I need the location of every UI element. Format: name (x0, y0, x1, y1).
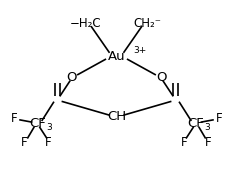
Text: O: O (66, 71, 77, 84)
Text: CF: CF (187, 117, 204, 130)
Text: F: F (205, 136, 212, 149)
Text: CH: CH (107, 110, 126, 123)
Text: Au: Au (108, 50, 125, 62)
Text: O: O (156, 71, 167, 84)
Text: 3: 3 (204, 123, 210, 132)
Text: 3: 3 (46, 123, 52, 132)
Text: −H₂C: −H₂C (69, 17, 101, 30)
Text: F: F (10, 112, 17, 125)
Text: F: F (21, 136, 28, 149)
Text: CF: CF (29, 117, 46, 130)
Text: F: F (45, 136, 52, 149)
Text: F: F (216, 112, 223, 125)
Text: F: F (181, 136, 188, 149)
Text: 3+: 3+ (133, 46, 146, 55)
Text: CH₂⁻: CH₂⁻ (134, 17, 162, 30)
